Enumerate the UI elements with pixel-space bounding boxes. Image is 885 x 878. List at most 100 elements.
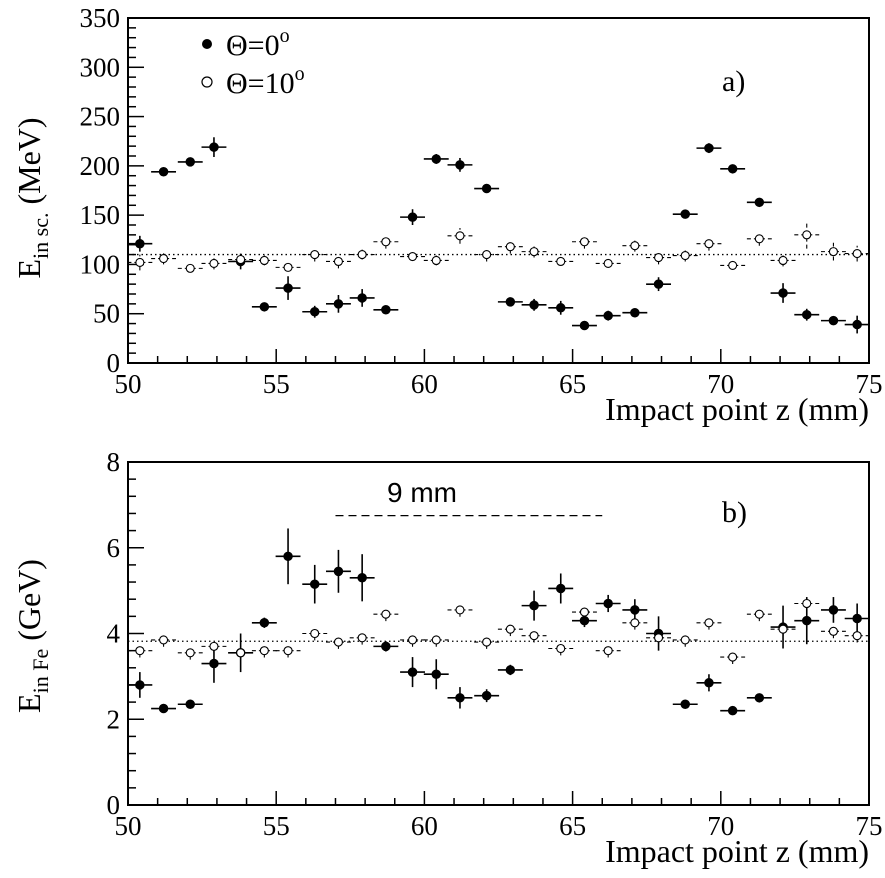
data-point-theta0 <box>431 669 442 679</box>
data-point-theta0 <box>505 665 516 675</box>
data-point-theta10 <box>482 250 492 260</box>
data-point-theta10 <box>802 598 812 609</box>
data-point-theta0 <box>579 320 590 331</box>
data-point-theta0 <box>727 164 738 174</box>
data-point-theta0 <box>555 583 566 594</box>
data-point-theta10 <box>407 251 418 262</box>
data-point-theta0 <box>333 566 344 577</box>
data-point-theta0 <box>455 160 465 170</box>
y-tick-label: 0 <box>107 348 121 378</box>
x-tick-label: 65 <box>559 811 586 841</box>
y-tick-label: 350 <box>80 3 121 33</box>
panel-label-b: b) <box>722 496 747 529</box>
data-point-theta0 <box>309 579 320 589</box>
x-tick-label: 70 <box>707 811 734 841</box>
data-point-theta10 <box>310 250 320 260</box>
data-point-theta10 <box>431 255 441 266</box>
data-point-theta0 <box>505 297 516 307</box>
data-point-theta0 <box>158 703 169 714</box>
data-point-theta0 <box>704 143 714 153</box>
data-point-theta10 <box>778 255 788 266</box>
data-point-theta10 <box>431 635 441 645</box>
y-axis-title-a: Ein sc.(MeV) <box>11 117 53 278</box>
x-tick-label: 60 <box>411 811 438 841</box>
data-points-a <box>127 137 870 334</box>
y-tick-label: 8 <box>107 447 121 477</box>
data-point-theta0 <box>283 551 293 562</box>
y-tick-label: 4 <box>107 619 121 649</box>
data-point-theta10 <box>778 624 788 634</box>
data-point-theta0 <box>778 288 788 298</box>
data-point-theta10 <box>828 626 838 636</box>
data-point-theta10 <box>852 249 862 259</box>
y-tick-label: 6 <box>107 533 121 563</box>
data-point-theta0 <box>754 197 765 208</box>
data-point-theta10 <box>159 253 169 264</box>
y-tick-label: 2 <box>107 704 121 734</box>
data-point-theta10 <box>283 646 293 656</box>
data-point-theta0 <box>630 605 640 615</box>
plot-frame-b <box>127 461 870 806</box>
data-point-theta10 <box>728 652 738 662</box>
data-point-theta10 <box>482 637 492 647</box>
data-point-theta0 <box>529 600 539 611</box>
data-point-theta0 <box>555 303 566 313</box>
legend-marker-filled <box>202 39 212 49</box>
data-point-theta10 <box>505 624 515 634</box>
data-point-theta10 <box>579 237 590 247</box>
data-point-theta0 <box>135 238 145 249</box>
data-point-theta0 <box>630 307 640 318</box>
data-point-theta0 <box>455 693 465 703</box>
data-point-theta10 <box>209 258 219 268</box>
data-point-theta0 <box>431 154 442 164</box>
data-point-theta10 <box>579 607 590 617</box>
data-point-theta10 <box>185 263 195 273</box>
data-point-theta0 <box>209 658 219 669</box>
x-tick-label: 55 <box>263 811 290 841</box>
x-tick-label: 65 <box>559 369 586 399</box>
data-point-theta0 <box>802 615 812 626</box>
data-point-theta10 <box>630 241 640 251</box>
data-point-theta10 <box>357 250 367 260</box>
x-tick-label: 75 <box>856 811 883 841</box>
data-point-theta0 <box>259 618 270 628</box>
data-point-theta0 <box>381 641 391 652</box>
data-point-theta10 <box>529 631 539 641</box>
data-point-theta10 <box>556 256 566 267</box>
data-point-theta10 <box>802 230 812 240</box>
x-axis-title-a: Impact point z (mm) <box>605 391 869 427</box>
data-point-theta0 <box>529 300 539 310</box>
data-point-theta0 <box>802 309 812 320</box>
y-tick-label: 150 <box>80 200 121 230</box>
data-point-theta10 <box>505 242 515 252</box>
legend-label-0: Θ=0o <box>226 25 290 62</box>
data-point-theta10 <box>654 252 664 263</box>
data-point-theta0 <box>727 705 738 716</box>
data-point-theta10 <box>135 646 145 656</box>
y-tick-label: 200 <box>80 151 121 181</box>
data-point-theta0 <box>680 699 690 709</box>
legend: Θ=0o Θ=10o <box>201 25 305 100</box>
annotation-label: 9 mm <box>387 477 457 508</box>
data-point-theta0 <box>185 699 195 709</box>
data-point-theta0 <box>333 299 344 309</box>
data-point-theta0 <box>209 142 219 152</box>
data-point-theta0 <box>407 667 418 677</box>
data-point-theta10 <box>852 631 862 641</box>
data-point-theta10 <box>310 628 320 639</box>
data-point-theta10 <box>603 646 613 656</box>
data-point-theta0 <box>653 279 664 289</box>
data-point-theta10 <box>283 262 293 272</box>
data-point-theta0 <box>259 302 270 312</box>
panel-label-a: a) <box>722 65 745 98</box>
data-point-theta0 <box>309 306 320 317</box>
x-tick-label: 75 <box>856 369 883 399</box>
data-point-theta10 <box>381 609 391 619</box>
y-tick-label: 0 <box>107 790 121 820</box>
x-tick-label: 55 <box>263 369 290 399</box>
data-point-theta0 <box>828 315 839 326</box>
data-point-theta10 <box>333 637 343 647</box>
data-point-theta10 <box>654 633 664 643</box>
